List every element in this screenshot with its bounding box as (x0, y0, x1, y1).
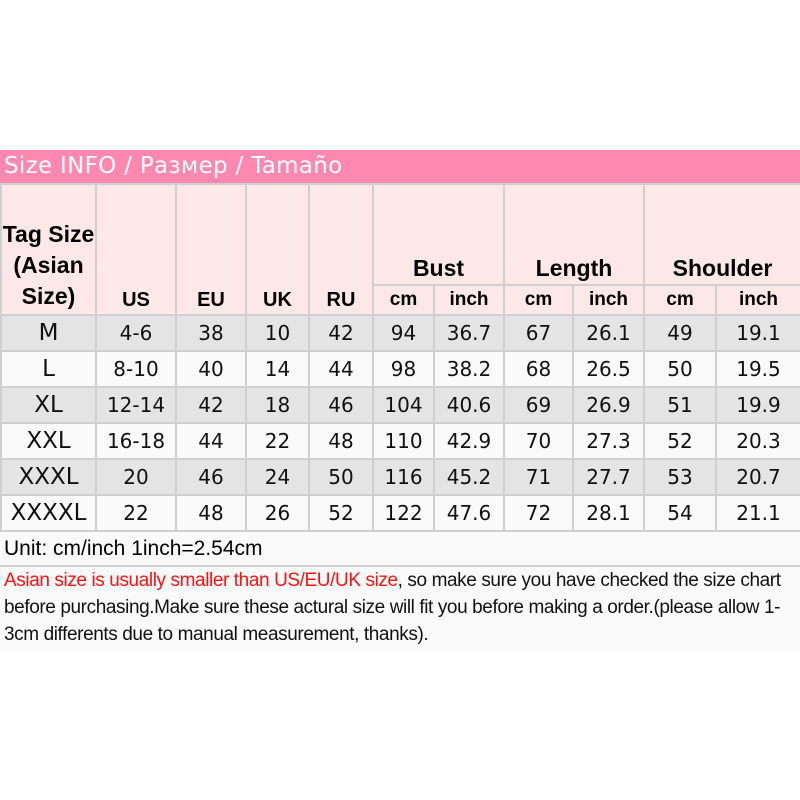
unit-note: Unit: cm/inch 1inch=2.54cm (0, 532, 800, 567)
header-tag-size: Tag Size (Asian Size) (0, 183, 97, 316)
cell-len-in: 26.5 (572, 350, 645, 388)
cell-bust-cm: 116 (372, 458, 435, 496)
table-row: XL 12-14 42 18 46 104 40.6 69 26.9 51 19.9 (0, 386, 800, 424)
cell-size: XXXL (0, 458, 97, 496)
cell-len-in: 26.9 (572, 386, 645, 424)
size-table: Tag Size (Asian Size) US EU UK RU Bust L… (0, 182, 800, 532)
cell-ru: 44 (308, 350, 374, 388)
cell-bust-in: 40.6 (433, 386, 505, 424)
cell-bust-in: 47.6 (433, 494, 505, 532)
cell-len-in: 26.1 (572, 314, 645, 352)
cell-bust-cm: 110 (372, 422, 435, 460)
cell-us: 22 (95, 494, 177, 532)
cell-len-in: 27.3 (572, 422, 645, 460)
cell-bust-in: 45.2 (433, 458, 505, 496)
header-ru: RU (308, 183, 374, 316)
cell-us: 4-6 (95, 314, 177, 352)
cell-size: M (0, 314, 97, 352)
cell-bust-in: 38.2 (433, 350, 505, 388)
header-length-inch: inch (572, 284, 645, 316)
cell-bust-in: 42.9 (433, 422, 505, 460)
cell-uk: 26 (245, 494, 310, 532)
header-shoulder: Shoulder (642, 182, 800, 287)
cell-len-cm: 70 (503, 422, 574, 460)
size-disclaimer-text: , so make sure you have checked the size… (4, 570, 781, 645)
cell-len-in: 28.1 (572, 494, 645, 532)
table-row: M 4-6 38 10 42 94 36.7 67 26.1 49 19.1 (0, 314, 800, 352)
cell-us: 16-18 (95, 422, 177, 460)
header-us: US (95, 183, 177, 316)
cell-ru: 48 (308, 422, 374, 460)
size-disclaimer: Asian size is usually smaller than US/EU… (0, 567, 800, 652)
cell-len-cm: 67 (503, 314, 574, 352)
cell-sh-cm: 50 (643, 350, 717, 388)
header-bust: Bust (372, 182, 505, 287)
cell-size: XXXXL (0, 494, 97, 532)
cell-bust-cm: 94 (372, 314, 435, 352)
cell-len-cm: 69 (503, 386, 574, 424)
cell-uk: 24 (245, 458, 310, 496)
header-shoulder-inch: inch (714, 284, 800, 316)
cell-sh-in: 19.5 (714, 350, 800, 388)
cell-len-cm: 68 (503, 350, 574, 388)
table-row: XXXXL 22 48 26 52 122 47.6 72 28.1 54 21.1 (0, 494, 800, 532)
cell-size: L (0, 350, 97, 388)
cell-bust-cm: 98 (372, 350, 435, 388)
cell-bust-in: 36.7 (433, 314, 505, 352)
cell-eu: 44 (175, 422, 247, 460)
cell-ru: 42 (308, 314, 374, 352)
cell-sh-in: 20.3 (714, 422, 800, 460)
cell-ru: 52 (308, 494, 374, 532)
header-bust-inch: inch (433, 284, 505, 316)
cell-sh-cm: 54 (643, 494, 717, 532)
cell-len-cm: 71 (503, 458, 574, 496)
cell-us: 8-10 (95, 350, 177, 388)
header-uk: UK (245, 183, 310, 316)
cell-eu: 46 (175, 458, 247, 496)
table-row: L 8-10 40 14 44 98 38.2 68 26.5 50 19.5 (0, 350, 800, 388)
table-row: XXL 16-18 44 22 48 110 42.9 70 27.3 52 20.3 (0, 422, 800, 460)
cell-size: XL (0, 386, 97, 424)
cell-sh-in: 20.7 (714, 458, 800, 496)
cell-sh-in: 19.9 (714, 386, 800, 424)
cell-sh-cm: 52 (643, 422, 717, 460)
cell-size: XXL (0, 422, 97, 460)
cell-us: 20 (95, 458, 177, 496)
header-shoulder-cm: cm (643, 284, 717, 316)
cell-sh-cm: 53 (643, 458, 717, 496)
cell-sh-in: 21.1 (714, 494, 800, 532)
cell-ru: 46 (308, 386, 374, 424)
header-bust-cm: cm (372, 284, 435, 316)
cell-len-in: 27.7 (572, 458, 645, 496)
cell-eu: 48 (175, 494, 247, 532)
table-row: XXXL 20 46 24 50 116 45.2 71 27.7 53 20.7 (0, 458, 800, 496)
header-length-cm: cm (503, 284, 574, 316)
cell-uk: 10 (245, 314, 310, 352)
size-chart: Size INFO / Размер / Tamaño Tag Size (As… (0, 150, 800, 652)
cell-us: 12-14 (95, 386, 177, 424)
cell-eu: 38 (175, 314, 247, 352)
cell-ru: 50 (308, 458, 374, 496)
header-eu: EU (175, 183, 247, 316)
size-chart-title: Size INFO / Размер / Tamaño (0, 150, 800, 183)
cell-uk: 14 (245, 350, 310, 388)
cell-bust-cm: 122 (372, 494, 435, 532)
cell-bust-cm: 104 (372, 386, 435, 424)
size-warning: Asian size is usually smaller than US/EU… (4, 570, 398, 591)
cell-sh-cm: 49 (643, 314, 717, 352)
header-length: Length (503, 182, 645, 287)
cell-len-cm: 72 (503, 494, 574, 532)
cell-sh-in: 19.1 (714, 314, 800, 352)
cell-uk: 22 (245, 422, 310, 460)
cell-eu: 42 (175, 386, 247, 424)
cell-eu: 40 (175, 350, 247, 388)
cell-sh-cm: 51 (643, 386, 717, 424)
cell-uk: 18 (245, 386, 310, 424)
